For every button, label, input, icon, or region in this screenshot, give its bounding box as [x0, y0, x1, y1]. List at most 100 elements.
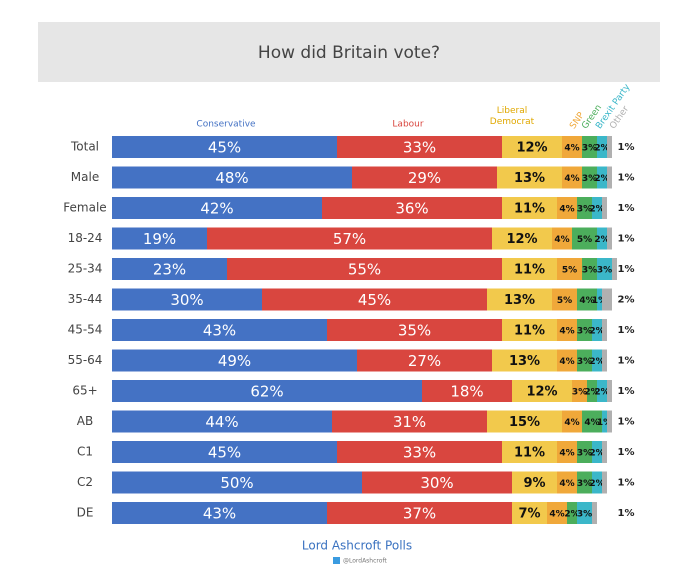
bar-segment — [557, 319, 577, 341]
bar-segment — [602, 471, 607, 494]
source: Lord Ashcroft Polls — [302, 539, 412, 553]
bar-segment — [562, 410, 582, 433]
bar-segment — [502, 441, 557, 463]
y-tick-label: C1 — [77, 445, 93, 459]
value-label: 44% — [205, 413, 238, 431]
value-label: 31% — [393, 413, 426, 431]
value-label: 3% — [572, 388, 587, 398]
value-label: 3% — [577, 357, 592, 367]
bar-segment — [592, 197, 602, 219]
bar-segment — [602, 288, 612, 311]
value-label: 7% — [518, 507, 540, 522]
handle: @LordAshcroft — [343, 558, 387, 565]
value-label: 1% — [618, 325, 635, 336]
bar-segment — [557, 197, 577, 219]
bar-segment — [577, 197, 592, 219]
value-label: 3% — [597, 266, 612, 276]
bar-segment — [592, 319, 602, 341]
value-label: 30% — [170, 291, 203, 309]
value-label: 4% — [584, 418, 599, 428]
bar-segment — [352, 166, 497, 189]
value-label: 12% — [506, 232, 537, 247]
bar-segment — [492, 227, 552, 250]
value-label: 45% — [208, 444, 241, 462]
bar-segment — [502, 136, 562, 158]
bar-segment — [112, 288, 262, 311]
value-label: 3% — [577, 479, 592, 489]
bar-segment — [602, 197, 607, 219]
value-label: 12% — [526, 385, 557, 400]
bar-segment — [422, 380, 512, 402]
value-label: 2% — [589, 357, 604, 367]
value-label: 5% — [562, 266, 577, 276]
bar-segment — [597, 166, 607, 189]
value-label: 11% — [514, 202, 545, 217]
bar-segment — [592, 349, 602, 372]
value-label: 2% — [589, 205, 604, 215]
bar-segment — [557, 349, 577, 372]
bar-segment — [582, 258, 597, 280]
value-label: 43% — [203, 322, 236, 340]
value-label: 2% — [589, 327, 604, 337]
value-label: 2% — [589, 479, 604, 489]
bar-segment — [502, 258, 557, 280]
value-label: 1% — [618, 173, 635, 184]
value-label: 4% — [564, 174, 579, 184]
bar-segment — [362, 471, 512, 494]
value-label: 2% — [589, 449, 604, 459]
bar-segment — [577, 471, 592, 494]
bar-segment — [577, 349, 592, 372]
bar-segment — [487, 410, 562, 433]
bar-segment — [607, 166, 612, 189]
bar-segment — [602, 410, 607, 433]
bar-segment — [497, 166, 562, 189]
bar-segment — [337, 136, 502, 158]
bar-segment — [512, 502, 547, 524]
value-label: 4% — [549, 510, 564, 520]
bar-segment — [602, 349, 607, 372]
bar-segment — [577, 288, 597, 311]
bar-segment — [112, 227, 207, 250]
bar-segment — [592, 441, 602, 463]
value-label: 11% — [514, 324, 545, 339]
bar-segment — [207, 227, 492, 250]
y-tick-label: 65+ — [72, 384, 97, 398]
bar-segment — [602, 319, 607, 341]
y-tick-label: 45-54 — [68, 323, 103, 337]
value-label: 45% — [208, 139, 241, 157]
value-label: 1% — [618, 203, 635, 214]
bar-segment — [502, 319, 557, 341]
bar-segment — [577, 319, 592, 341]
bar-segment — [602, 441, 607, 463]
bar-segment — [112, 197, 322, 219]
bar-segment — [592, 502, 597, 524]
bar-segment — [552, 288, 577, 311]
bar-segment — [112, 258, 227, 280]
value-label: 48% — [215, 169, 248, 187]
bar-segment — [552, 227, 572, 250]
value-label: 33% — [403, 139, 436, 157]
value-label: 1% — [618, 478, 635, 489]
value-label: 1% — [618, 264, 635, 275]
bar-segment — [112, 441, 337, 463]
bar-segment — [607, 136, 612, 158]
bar-segment — [327, 319, 502, 341]
value-label: 37% — [403, 505, 436, 523]
bar-segment — [357, 349, 492, 372]
bar-segment — [502, 197, 557, 219]
y-tick-label: 18-24 — [68, 231, 103, 245]
value-label: 11% — [514, 446, 545, 461]
value-label: 3% — [577, 205, 592, 215]
bar-segment — [112, 502, 327, 524]
series-header: Liberal Democrat — [489, 106, 535, 127]
value-label: 57% — [333, 230, 366, 248]
y-tick-label: Female — [63, 201, 106, 215]
value-label: 12% — [516, 141, 547, 156]
value-label: 4% — [564, 418, 579, 428]
bar-segment — [327, 502, 512, 524]
y-tick-label: DE — [77, 506, 94, 520]
value-label: 36% — [395, 200, 428, 218]
value-label: 4% — [579, 296, 594, 306]
bar-segment — [582, 410, 602, 433]
